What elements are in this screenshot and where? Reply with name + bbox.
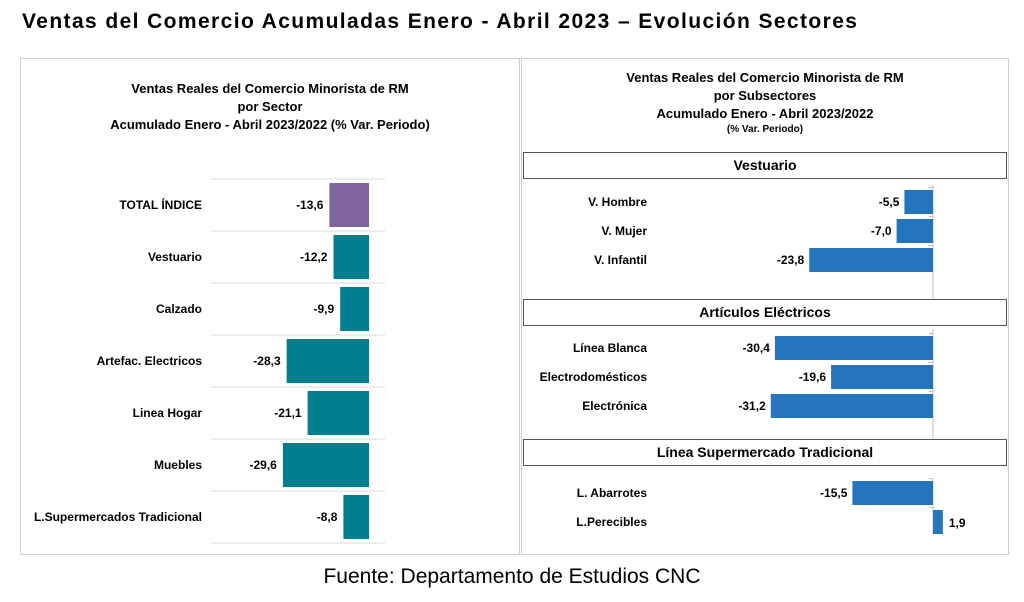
subsector-chart-title-line-1: Ventas Reales del Comercio Minorista de … xyxy=(626,70,904,85)
value-label-v-hombre: -5,5 xyxy=(879,195,900,209)
value-label-linea-blanca: -30,4 xyxy=(743,341,771,355)
bar-electronica xyxy=(770,394,933,418)
category-label-artefac-electricos: Artefac. Electricos xyxy=(97,354,203,368)
subsector-chart-title-line-2: por Subsectores xyxy=(713,88,817,103)
subsector-chart-title-line-3: Acumulado Enero - Abril 2023/2022 xyxy=(656,106,874,121)
category-label-v-mujer: V. Mujer xyxy=(601,224,647,238)
value-label-electronica: -31,2 xyxy=(738,399,766,413)
source-note: Fuente: Departamento de Estudios CNC xyxy=(323,565,701,588)
category-label-electronica: Electrónica xyxy=(582,399,647,413)
category-label-l-supermercados-tradicional: L.Supermercados Tradicional xyxy=(34,510,202,524)
category-label-muebles: Muebles xyxy=(154,458,202,472)
bar-artefac-electricos xyxy=(286,339,369,383)
category-label-v-hombre: V. Hombre xyxy=(588,195,647,209)
bar-l-perecibles xyxy=(933,510,943,534)
group-header-supermercado: Línea Supermercado Tradicional xyxy=(523,439,1007,466)
group-header-vestuario: Vestuario xyxy=(523,152,1007,179)
subsector-chart-subtitle: (% Var. Periodo) xyxy=(726,124,804,135)
bar-vestuario xyxy=(333,235,369,279)
bar-linea-hogar xyxy=(307,391,369,435)
value-label-total-indice: -13,6 xyxy=(296,198,324,212)
bar-v-infantil xyxy=(809,248,933,272)
sector-chart-title: Ventas Reales del Comercio Minorista de … xyxy=(21,80,519,134)
value-label-calzado: -9,9 xyxy=(314,302,335,316)
group-header-articulos-electricos: Artículos Eléctricos xyxy=(523,299,1007,326)
sector-chart-title-line-3: Acumulado Enero - Abril 2023/2022 (% Var… xyxy=(110,117,430,132)
bar-muebles xyxy=(282,443,369,487)
category-label-calzado: Calzado xyxy=(156,302,202,316)
bar-calzado xyxy=(340,287,369,331)
category-label-l-abarrotes: L. Abarrotes xyxy=(577,486,648,500)
subsector-bar-chart: V. Hombre -5,5 V. Mujer -7,0 V. Infantil -23,… xyxy=(540,185,966,534)
bar-electrodomesticos xyxy=(831,365,933,389)
main-title: Ventas del Comercio Acumuladas Enero - A… xyxy=(22,10,859,33)
value-label-l-abarrotes: -15,5 xyxy=(820,486,848,500)
category-label-vestuario: Vestuario xyxy=(148,250,202,264)
bar-l-abarrotes xyxy=(852,481,933,505)
sector-bar-chart: TOTAL ÍNDICE -13,6 Vestuario -12,2 Calzado -9… xyxy=(34,178,385,544)
subsector-chart-title: Ventas Reales del Comercio Minorista de … xyxy=(522,69,1008,137)
value-label-vestuario: -12,2 xyxy=(300,250,328,264)
category-label-electrodomesticos: Electrodomésticos xyxy=(540,370,648,384)
category-label-v-infantil: V. Infantil xyxy=(594,253,647,267)
sector-chart-title-line-2: por Sector xyxy=(237,99,303,114)
bar-linea-blanca xyxy=(774,336,933,360)
value-label-muebles: -29,6 xyxy=(250,458,278,472)
value-label-linea-hogar: -21,1 xyxy=(274,406,302,420)
category-label-total-indice: TOTAL ÍNDICE xyxy=(119,197,202,212)
category-label-linea-hogar: Linea Hogar xyxy=(133,406,203,420)
value-label-v-mujer: -7,0 xyxy=(871,224,892,238)
value-label-v-infantil: -23,8 xyxy=(777,253,805,267)
bar-v-hombre xyxy=(904,190,933,214)
value-label-artefac-electricos: -28,3 xyxy=(253,354,281,368)
bar-total-indice xyxy=(329,183,369,227)
category-label-linea-blanca: Línea Blanca xyxy=(573,341,647,355)
sector-chart-title-line-1: Ventas Reales del Comercio Minorista de … xyxy=(131,81,409,96)
bar-v-mujer xyxy=(896,219,933,243)
subsector-chart-panel: Ventas Reales del Comercio Minorista de … xyxy=(521,58,1009,555)
category-label-l-perecibles: L.Perecibles xyxy=(576,515,647,529)
sector-chart-panel: Ventas Reales del Comercio Minorista de … xyxy=(20,58,520,555)
value-label-l-supermercados-tradicional: -8,8 xyxy=(317,510,338,524)
value-label-l-perecibles: 1,9 xyxy=(949,516,966,530)
bar-l-supermercados-tradicional xyxy=(343,495,369,539)
value-label-electrodomesticos: -19,6 xyxy=(799,370,827,384)
